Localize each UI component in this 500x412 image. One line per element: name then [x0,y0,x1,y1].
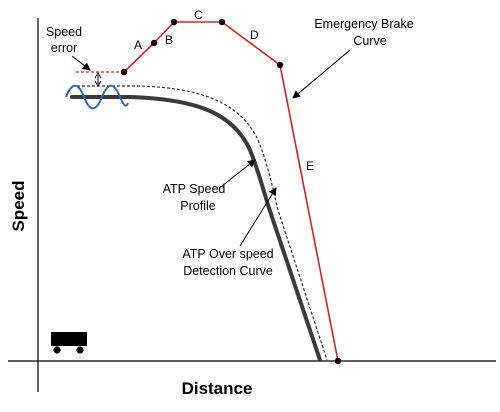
atp-speed-profile-label-2: Profile [180,199,215,213]
atp-speed-profile-curve [70,95,322,362]
point-b-c [170,18,178,26]
overspeed-label-1: ATP Over speed [182,247,273,261]
segment-label-a: A [134,38,142,52]
y-axis-title: Speed [9,180,28,231]
overspeed-detection-curve [72,85,328,361]
x-axis-title: Distance [182,379,253,398]
emergency-brake-label-1: Emergency Brake [314,17,413,31]
segment-label-d: D [250,28,259,42]
overspeed-label-2: Detection Curve [183,264,273,278]
speed-error-label-1: Speed [46,25,82,39]
point-d-e [276,61,284,69]
emergency-brake-curve [123,21,339,362]
speed-oscillation-wave [65,84,129,110]
train-icon [51,332,87,354]
segment-label-b: B [165,33,173,47]
speed-error-label-2: error [51,41,77,55]
point-start [120,68,128,76]
atp-speed-profile-pointer [221,159,256,187]
point-a-b [150,39,158,47]
emergency-brake-label-2: Curve [353,34,386,48]
atp-speed-profile-label-1: ATP Speed [163,182,226,196]
emergency-brake-pointer [292,49,351,99]
overspeed-pointer [239,187,277,247]
point-c-d [218,18,226,26]
point-end [334,357,342,365]
segment-label-e: E [306,159,314,173]
segment-label-c: C [194,8,203,22]
speed-error-pointer [71,55,91,71]
